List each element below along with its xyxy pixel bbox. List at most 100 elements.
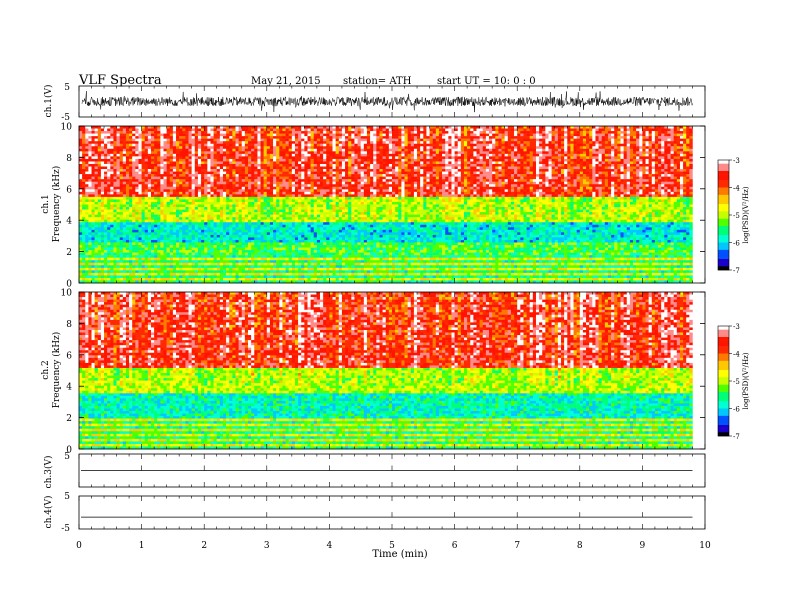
- spectrogram-cell: [104, 139, 107, 142]
- spectrogram-cell: [98, 194, 101, 197]
- spectrogram-cell: [101, 253, 104, 256]
- spectrogram-cell: [117, 174, 120, 177]
- spectrogram-cell: [88, 156, 91, 159]
- spectrogram-cell: [79, 248, 82, 251]
- spectrogram-cell: [101, 268, 104, 271]
- spectrogram-cell: [123, 141, 126, 144]
- spectrogram-cell: [120, 217, 123, 220]
- spectrogram-cell: [104, 255, 107, 258]
- spectrogram-cell: [110, 222, 113, 225]
- spectrogram-cell: [104, 268, 107, 271]
- spectrogram-cell: [135, 273, 138, 276]
- spectrogram-cell: [104, 149, 107, 152]
- spectrogram-cell: [79, 258, 82, 261]
- spectrogram-cell: [82, 134, 85, 137]
- spectrogram-cell: [145, 139, 148, 142]
- spectrogram-cell: [138, 164, 141, 167]
- spectrogram-cell: [129, 139, 132, 142]
- spectrogram-cell: [101, 169, 104, 172]
- spectrogram-cell: [142, 184, 145, 187]
- spectrogram-cell: [85, 184, 88, 187]
- spectrogram-cell: [142, 268, 145, 271]
- spectrogram-cell: [117, 194, 120, 197]
- spectrogram-cell: [88, 232, 91, 235]
- spectrogram-cell: [148, 235, 151, 238]
- spectrogram-cell: [142, 144, 145, 147]
- spectrogram-cell: [129, 225, 132, 228]
- spectrogram-cell: [104, 134, 107, 137]
- spectrogram-cell: [101, 250, 104, 253]
- spectrogram-cell: [138, 141, 141, 144]
- spectrogram-cell: [129, 184, 132, 187]
- spectrogram-cell: [104, 210, 107, 213]
- spectrogram-cell: [120, 139, 123, 142]
- spectrogram-cell: [129, 265, 132, 268]
- spectrogram-cell: [101, 235, 104, 238]
- spectrogram-cell: [95, 230, 98, 233]
- spectrogram-cell: [110, 270, 113, 273]
- spectrogram-cell: [148, 210, 151, 213]
- spectrogram-cell: [123, 263, 126, 266]
- spectrogram-cell: [142, 177, 145, 180]
- spectrogram-cell: [123, 278, 126, 281]
- spectrogram-cell: [135, 151, 138, 154]
- spectrogram-cell: [148, 172, 151, 175]
- spectrogram-cell: [138, 151, 141, 154]
- spectrogram-cell: [129, 159, 132, 162]
- spectrogram-cell: [148, 212, 151, 215]
- spectrogram-cell: [148, 134, 151, 137]
- spectrogram-cell: [120, 248, 123, 251]
- spectrogram-cell: [142, 161, 145, 164]
- spectrogram-cell: [104, 146, 107, 149]
- spectrogram-cell: [138, 161, 141, 164]
- spectrogram-cell: [123, 212, 126, 215]
- spectrogram-cell: [107, 129, 110, 132]
- spectrogram-cell: [132, 182, 135, 185]
- spectrogram-cell: [104, 154, 107, 157]
- spectrogram-cell: [85, 242, 88, 245]
- spectrogram-cell: [82, 126, 85, 129]
- spectrogram-cell: [85, 159, 88, 162]
- spectrogram-cell: [107, 240, 110, 243]
- spectrogram-cell: [117, 156, 120, 159]
- spectrogram-cell: [113, 275, 116, 278]
- spectrogram-cell: [85, 189, 88, 192]
- spectrogram-cell: [113, 242, 116, 245]
- spectrogram-cell: [104, 245, 107, 248]
- spectrogram-cell: [135, 235, 138, 238]
- spectrogram-cell: [120, 275, 123, 278]
- spectrogram-cell: [95, 167, 98, 170]
- spectrogram-cell: [98, 177, 101, 180]
- spectrogram-cell: [82, 189, 85, 192]
- spectrogram-cell: [123, 182, 126, 185]
- spectrogram-cell: [138, 187, 141, 190]
- spectrogram-cell: [82, 230, 85, 233]
- spectrogram-cell: [95, 174, 98, 177]
- spectrogram-cell: [104, 250, 107, 253]
- spectrogram-cell: [95, 227, 98, 230]
- spectrogram-cell: [135, 184, 138, 187]
- spectrogram-cell: [107, 144, 110, 147]
- spectrogram-cell: [117, 242, 120, 245]
- spectrogram-cell: [123, 136, 126, 139]
- spectrogram-cell: [107, 270, 110, 273]
- spectrogram-cell: [104, 164, 107, 167]
- spectrogram-cell: [79, 177, 82, 180]
- spectrogram-cell: [126, 248, 129, 251]
- spectrogram-cell: [98, 278, 101, 281]
- spectrogram-cell: [132, 194, 135, 197]
- spectrogram-cell: [148, 278, 151, 281]
- spectrogram-cell: [120, 253, 123, 256]
- spectrogram-cell: [145, 210, 148, 213]
- spectrogram-cell: [123, 215, 126, 218]
- spectrogram-cell: [88, 265, 91, 268]
- spectrogram-cell: [101, 270, 104, 273]
- spectrogram-cell: [126, 151, 129, 154]
- spectrogram-cell: [113, 250, 116, 253]
- spectrogram-cell: [110, 220, 113, 223]
- spectrogram-cell: [142, 151, 145, 154]
- spectrogram-cell: [126, 278, 129, 281]
- start-time-label: start UT = 10: 0 : 0: [437, 76, 536, 87]
- spectrogram-cell: [117, 144, 120, 147]
- spectrogram-cell: [129, 258, 132, 261]
